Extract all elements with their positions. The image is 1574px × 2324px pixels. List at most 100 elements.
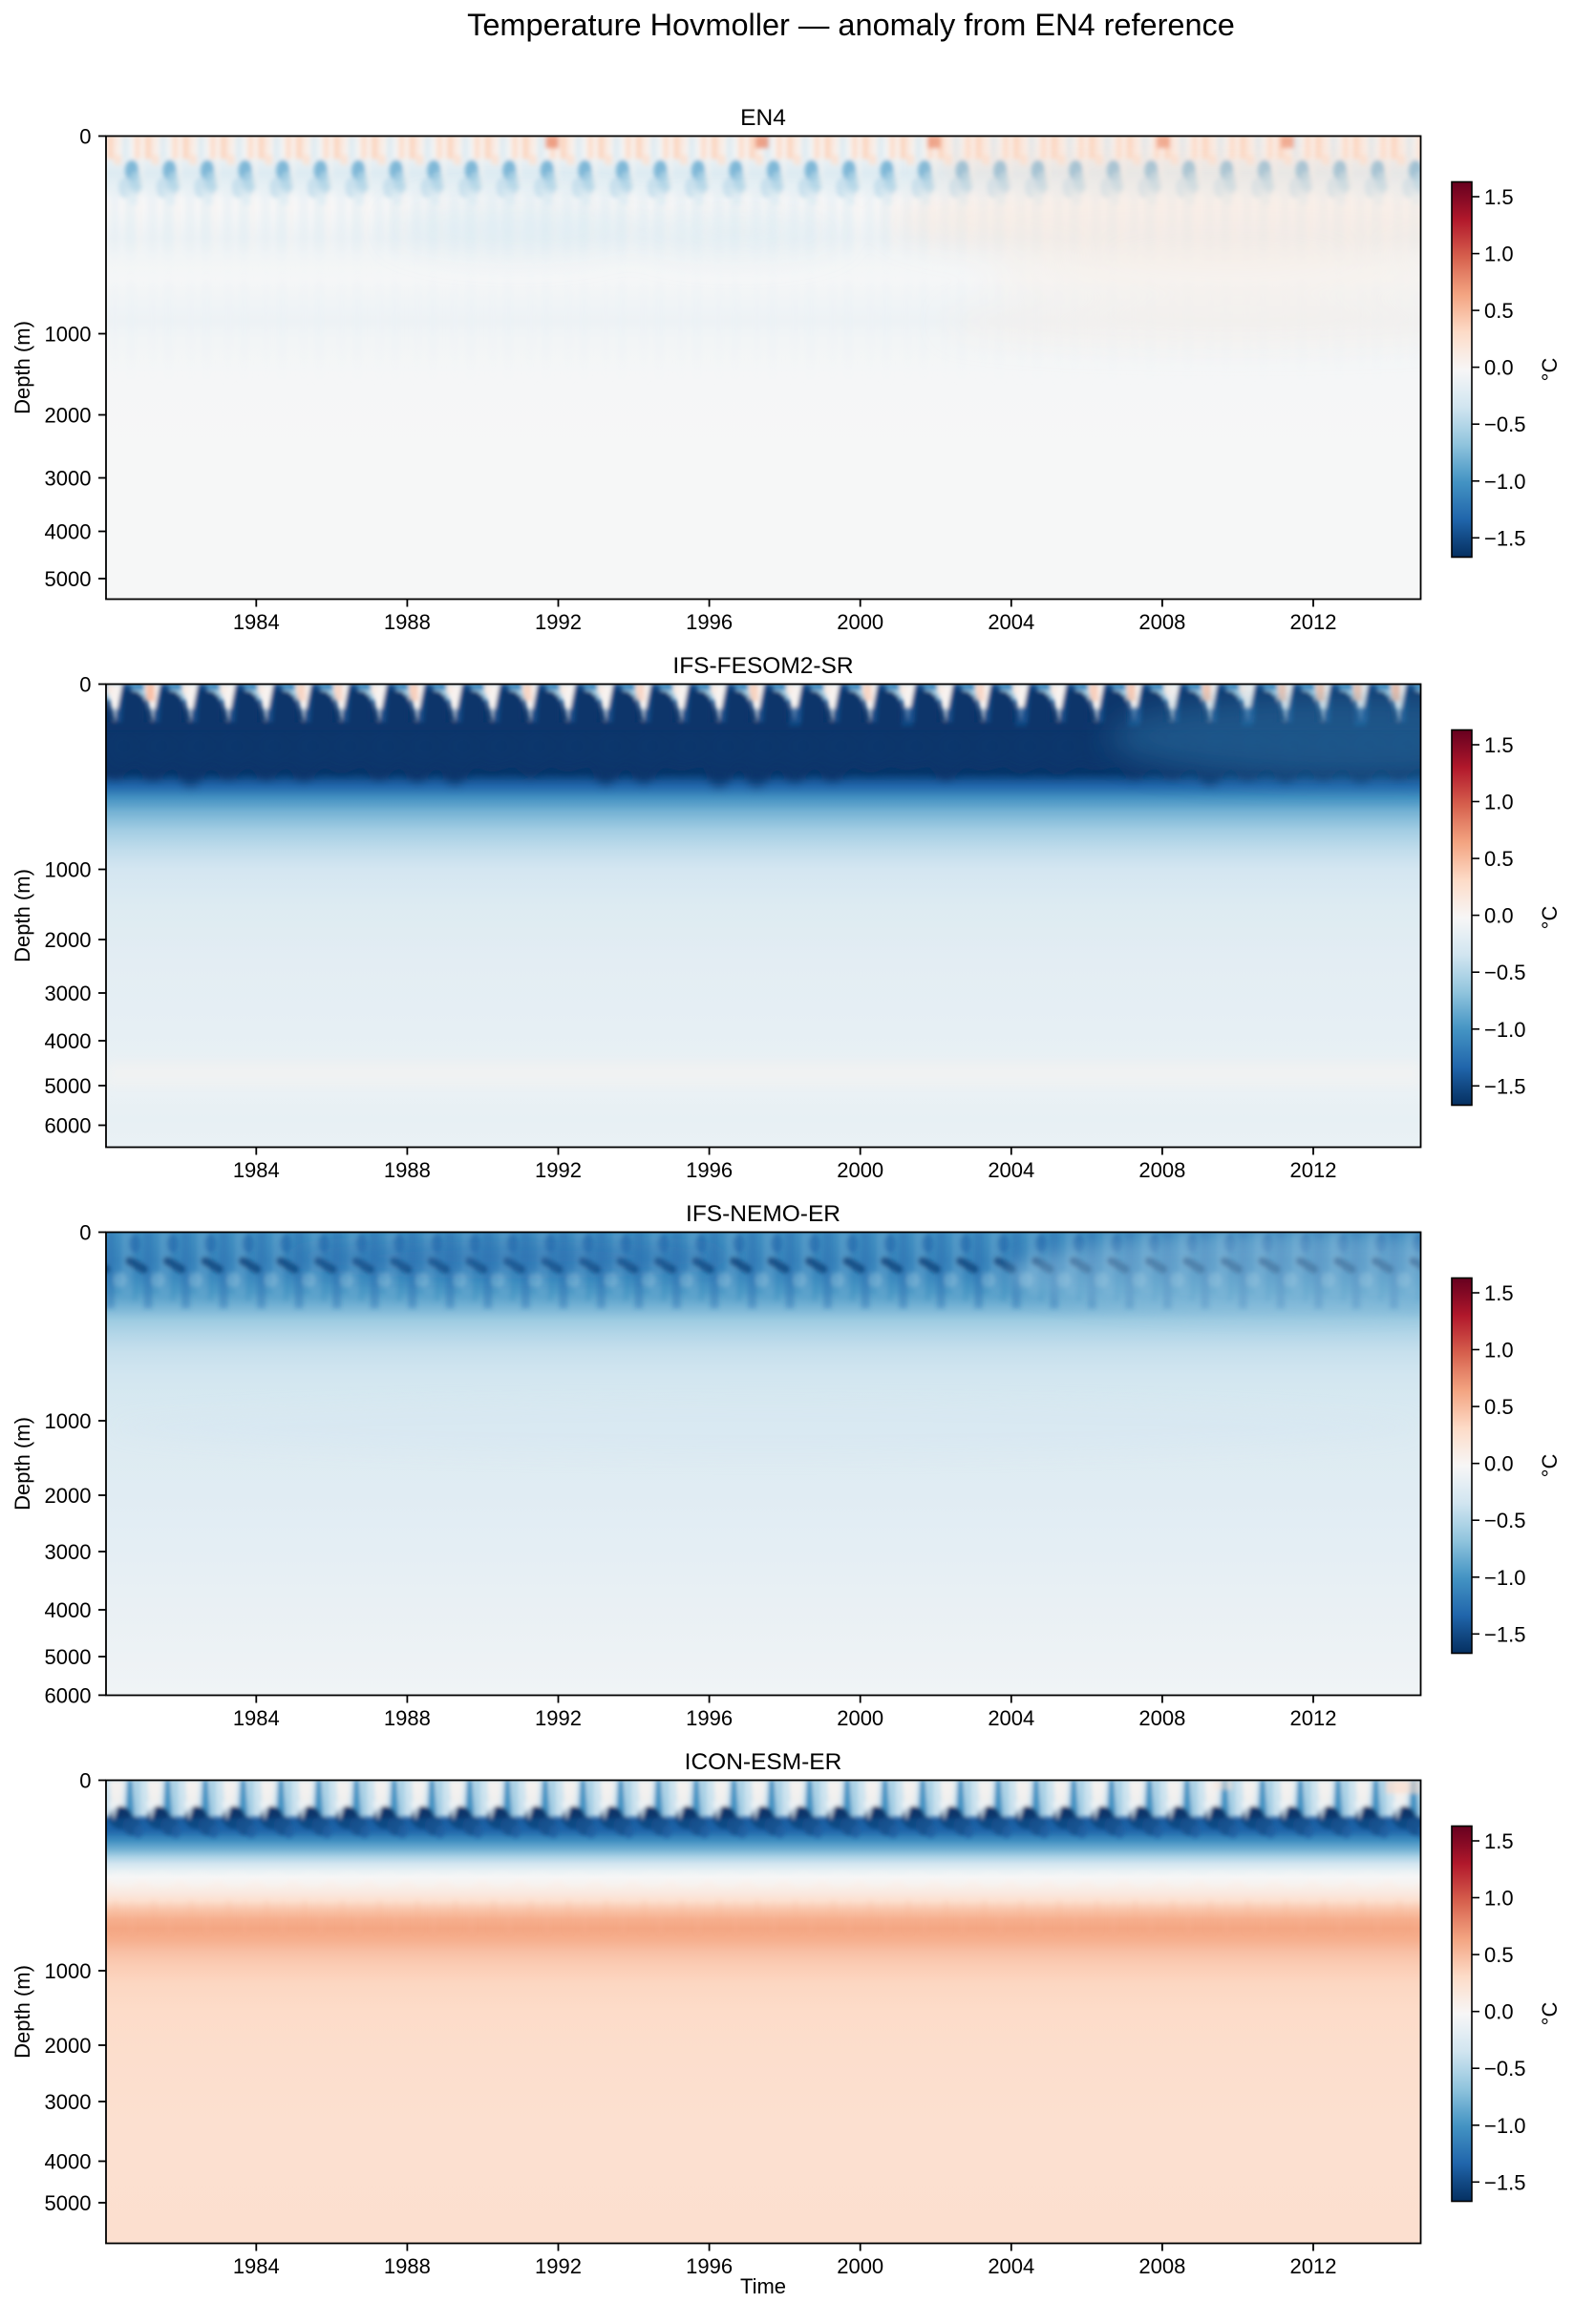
svg-text:−0.5: −0.5 xyxy=(1484,961,1525,984)
svg-text:−1.5: −1.5 xyxy=(1484,2170,1525,2194)
svg-text:2012: 2012 xyxy=(1290,2254,1337,2278)
svg-text:−1.5: −1.5 xyxy=(1484,526,1525,550)
svg-text:4000: 4000 xyxy=(45,1029,92,1053)
svg-text:−1.0: −1.0 xyxy=(1484,1018,1525,1042)
svg-text:Time: Time xyxy=(740,2274,786,2298)
svg-text:0.5: 0.5 xyxy=(1484,1395,1514,1419)
svg-text:−1.0: −1.0 xyxy=(1484,2114,1525,2138)
svg-text:Depth (m): Depth (m) xyxy=(11,869,34,962)
svg-text:2012: 2012 xyxy=(1290,1158,1337,1182)
svg-text:Temperature Hovmoller — anomal: Temperature Hovmoller — anomaly from EN4… xyxy=(467,8,1235,42)
svg-text:5000: 5000 xyxy=(45,1645,92,1669)
svg-text:°C: °C xyxy=(1538,906,1562,930)
svg-text:1996: 1996 xyxy=(686,1158,733,1182)
svg-text:2012: 2012 xyxy=(1290,1706,1337,1730)
svg-text:1992: 1992 xyxy=(535,610,582,634)
svg-text:Depth (m): Depth (m) xyxy=(11,1417,34,1511)
svg-text:0.5: 0.5 xyxy=(1484,1943,1514,1967)
svg-text:1.0: 1.0 xyxy=(1484,791,1514,814)
svg-text:−1.0: −1.0 xyxy=(1484,470,1525,494)
svg-text:0: 0 xyxy=(79,1769,91,1793)
svg-text:°C: °C xyxy=(1538,1454,1562,1478)
svg-text:4000: 4000 xyxy=(45,520,92,544)
svg-text:1.0: 1.0 xyxy=(1484,1887,1514,1911)
svg-text:3000: 3000 xyxy=(45,982,92,1005)
svg-text:−1.5: −1.5 xyxy=(1484,1074,1525,1098)
svg-text:EN4: EN4 xyxy=(740,105,786,131)
svg-text:1996: 1996 xyxy=(686,2254,733,2278)
svg-text:2000: 2000 xyxy=(837,2254,883,2278)
svg-text:5000: 5000 xyxy=(45,1074,92,1098)
svg-text:1988: 1988 xyxy=(384,610,431,634)
svg-text:3000: 3000 xyxy=(45,1540,92,1564)
svg-text:−0.5: −0.5 xyxy=(1484,2057,1525,2081)
svg-text:1000: 1000 xyxy=(45,1409,92,1433)
svg-text:0.0: 0.0 xyxy=(1484,2000,1514,2024)
svg-text:2000: 2000 xyxy=(837,610,883,634)
svg-text:1.5: 1.5 xyxy=(1484,1829,1514,1853)
svg-text:1984: 1984 xyxy=(233,1158,280,1182)
svg-text:2004: 2004 xyxy=(988,2254,1034,2278)
svg-text:2000: 2000 xyxy=(45,404,92,428)
svg-text:0.0: 0.0 xyxy=(1484,356,1514,380)
svg-text:4000: 4000 xyxy=(45,1598,92,1622)
svg-text:−0.5: −0.5 xyxy=(1484,1509,1525,1532)
svg-text:1988: 1988 xyxy=(384,2254,431,2278)
svg-text:1.5: 1.5 xyxy=(1484,733,1514,757)
svg-text:°C: °C xyxy=(1538,2002,1562,2026)
svg-text:2000: 2000 xyxy=(45,1484,92,1508)
svg-text:0: 0 xyxy=(79,1221,91,1245)
svg-text:0.5: 0.5 xyxy=(1484,847,1514,871)
svg-text:3000: 3000 xyxy=(45,467,92,491)
svg-text:5000: 5000 xyxy=(45,567,92,591)
svg-text:1988: 1988 xyxy=(384,1158,431,1182)
svg-text:IFS-FESOM2-SR: IFS-FESOM2-SR xyxy=(672,653,853,679)
svg-text:1984: 1984 xyxy=(233,1706,280,1730)
svg-text:2008: 2008 xyxy=(1138,610,1185,634)
svg-text:1996: 1996 xyxy=(686,610,733,634)
svg-text:1996: 1996 xyxy=(686,1706,733,1730)
svg-text:1984: 1984 xyxy=(233,610,280,634)
svg-text:2004: 2004 xyxy=(988,1706,1034,1730)
svg-text:1992: 1992 xyxy=(535,1706,582,1730)
svg-text:−0.5: −0.5 xyxy=(1484,412,1525,436)
svg-text:1992: 1992 xyxy=(535,1158,582,1182)
svg-text:2004: 2004 xyxy=(988,1158,1034,1182)
svg-text:6000: 6000 xyxy=(45,1683,92,1707)
svg-text:Depth (m): Depth (m) xyxy=(11,1965,34,2059)
svg-text:1984: 1984 xyxy=(233,2254,280,2278)
svg-text:5000: 5000 xyxy=(45,2191,92,2215)
svg-text:2000: 2000 xyxy=(45,2034,92,2058)
svg-text:°C: °C xyxy=(1538,358,1562,382)
svg-text:1.0: 1.0 xyxy=(1484,243,1514,266)
svg-text:2000: 2000 xyxy=(837,1158,883,1182)
svg-text:−1.5: −1.5 xyxy=(1484,1622,1525,1646)
svg-text:0: 0 xyxy=(79,673,91,697)
svg-text:1992: 1992 xyxy=(535,2254,582,2278)
svg-text:0: 0 xyxy=(79,125,91,149)
svg-text:4000: 4000 xyxy=(45,2150,92,2174)
svg-text:2008: 2008 xyxy=(1138,2254,1185,2278)
svg-text:1988: 1988 xyxy=(384,1706,431,1730)
svg-text:2004: 2004 xyxy=(988,610,1034,634)
svg-text:2000: 2000 xyxy=(45,928,92,952)
svg-text:ICON-ESM-ER: ICON-ESM-ER xyxy=(685,1749,842,1775)
svg-text:1.5: 1.5 xyxy=(1484,1281,1514,1305)
svg-text:−1.0: −1.0 xyxy=(1484,1566,1525,1590)
svg-text:0.5: 0.5 xyxy=(1484,299,1514,323)
svg-text:3000: 3000 xyxy=(45,2090,92,2114)
svg-text:1.0: 1.0 xyxy=(1484,1339,1514,1363)
svg-text:6000: 6000 xyxy=(45,1114,92,1138)
svg-text:Depth (m): Depth (m) xyxy=(11,321,34,414)
svg-text:2008: 2008 xyxy=(1138,1158,1185,1182)
svg-text:IFS-NEMO-ER: IFS-NEMO-ER xyxy=(686,1201,840,1227)
svg-text:1.5: 1.5 xyxy=(1484,185,1514,209)
svg-text:2000: 2000 xyxy=(837,1706,883,1730)
svg-text:1000: 1000 xyxy=(45,1959,92,1983)
svg-text:1000: 1000 xyxy=(45,323,92,347)
svg-text:0.0: 0.0 xyxy=(1484,904,1514,928)
svg-text:2008: 2008 xyxy=(1138,1706,1185,1730)
svg-text:2012: 2012 xyxy=(1290,610,1337,634)
svg-text:1000: 1000 xyxy=(45,858,92,882)
svg-text:0.0: 0.0 xyxy=(1484,1452,1514,1476)
